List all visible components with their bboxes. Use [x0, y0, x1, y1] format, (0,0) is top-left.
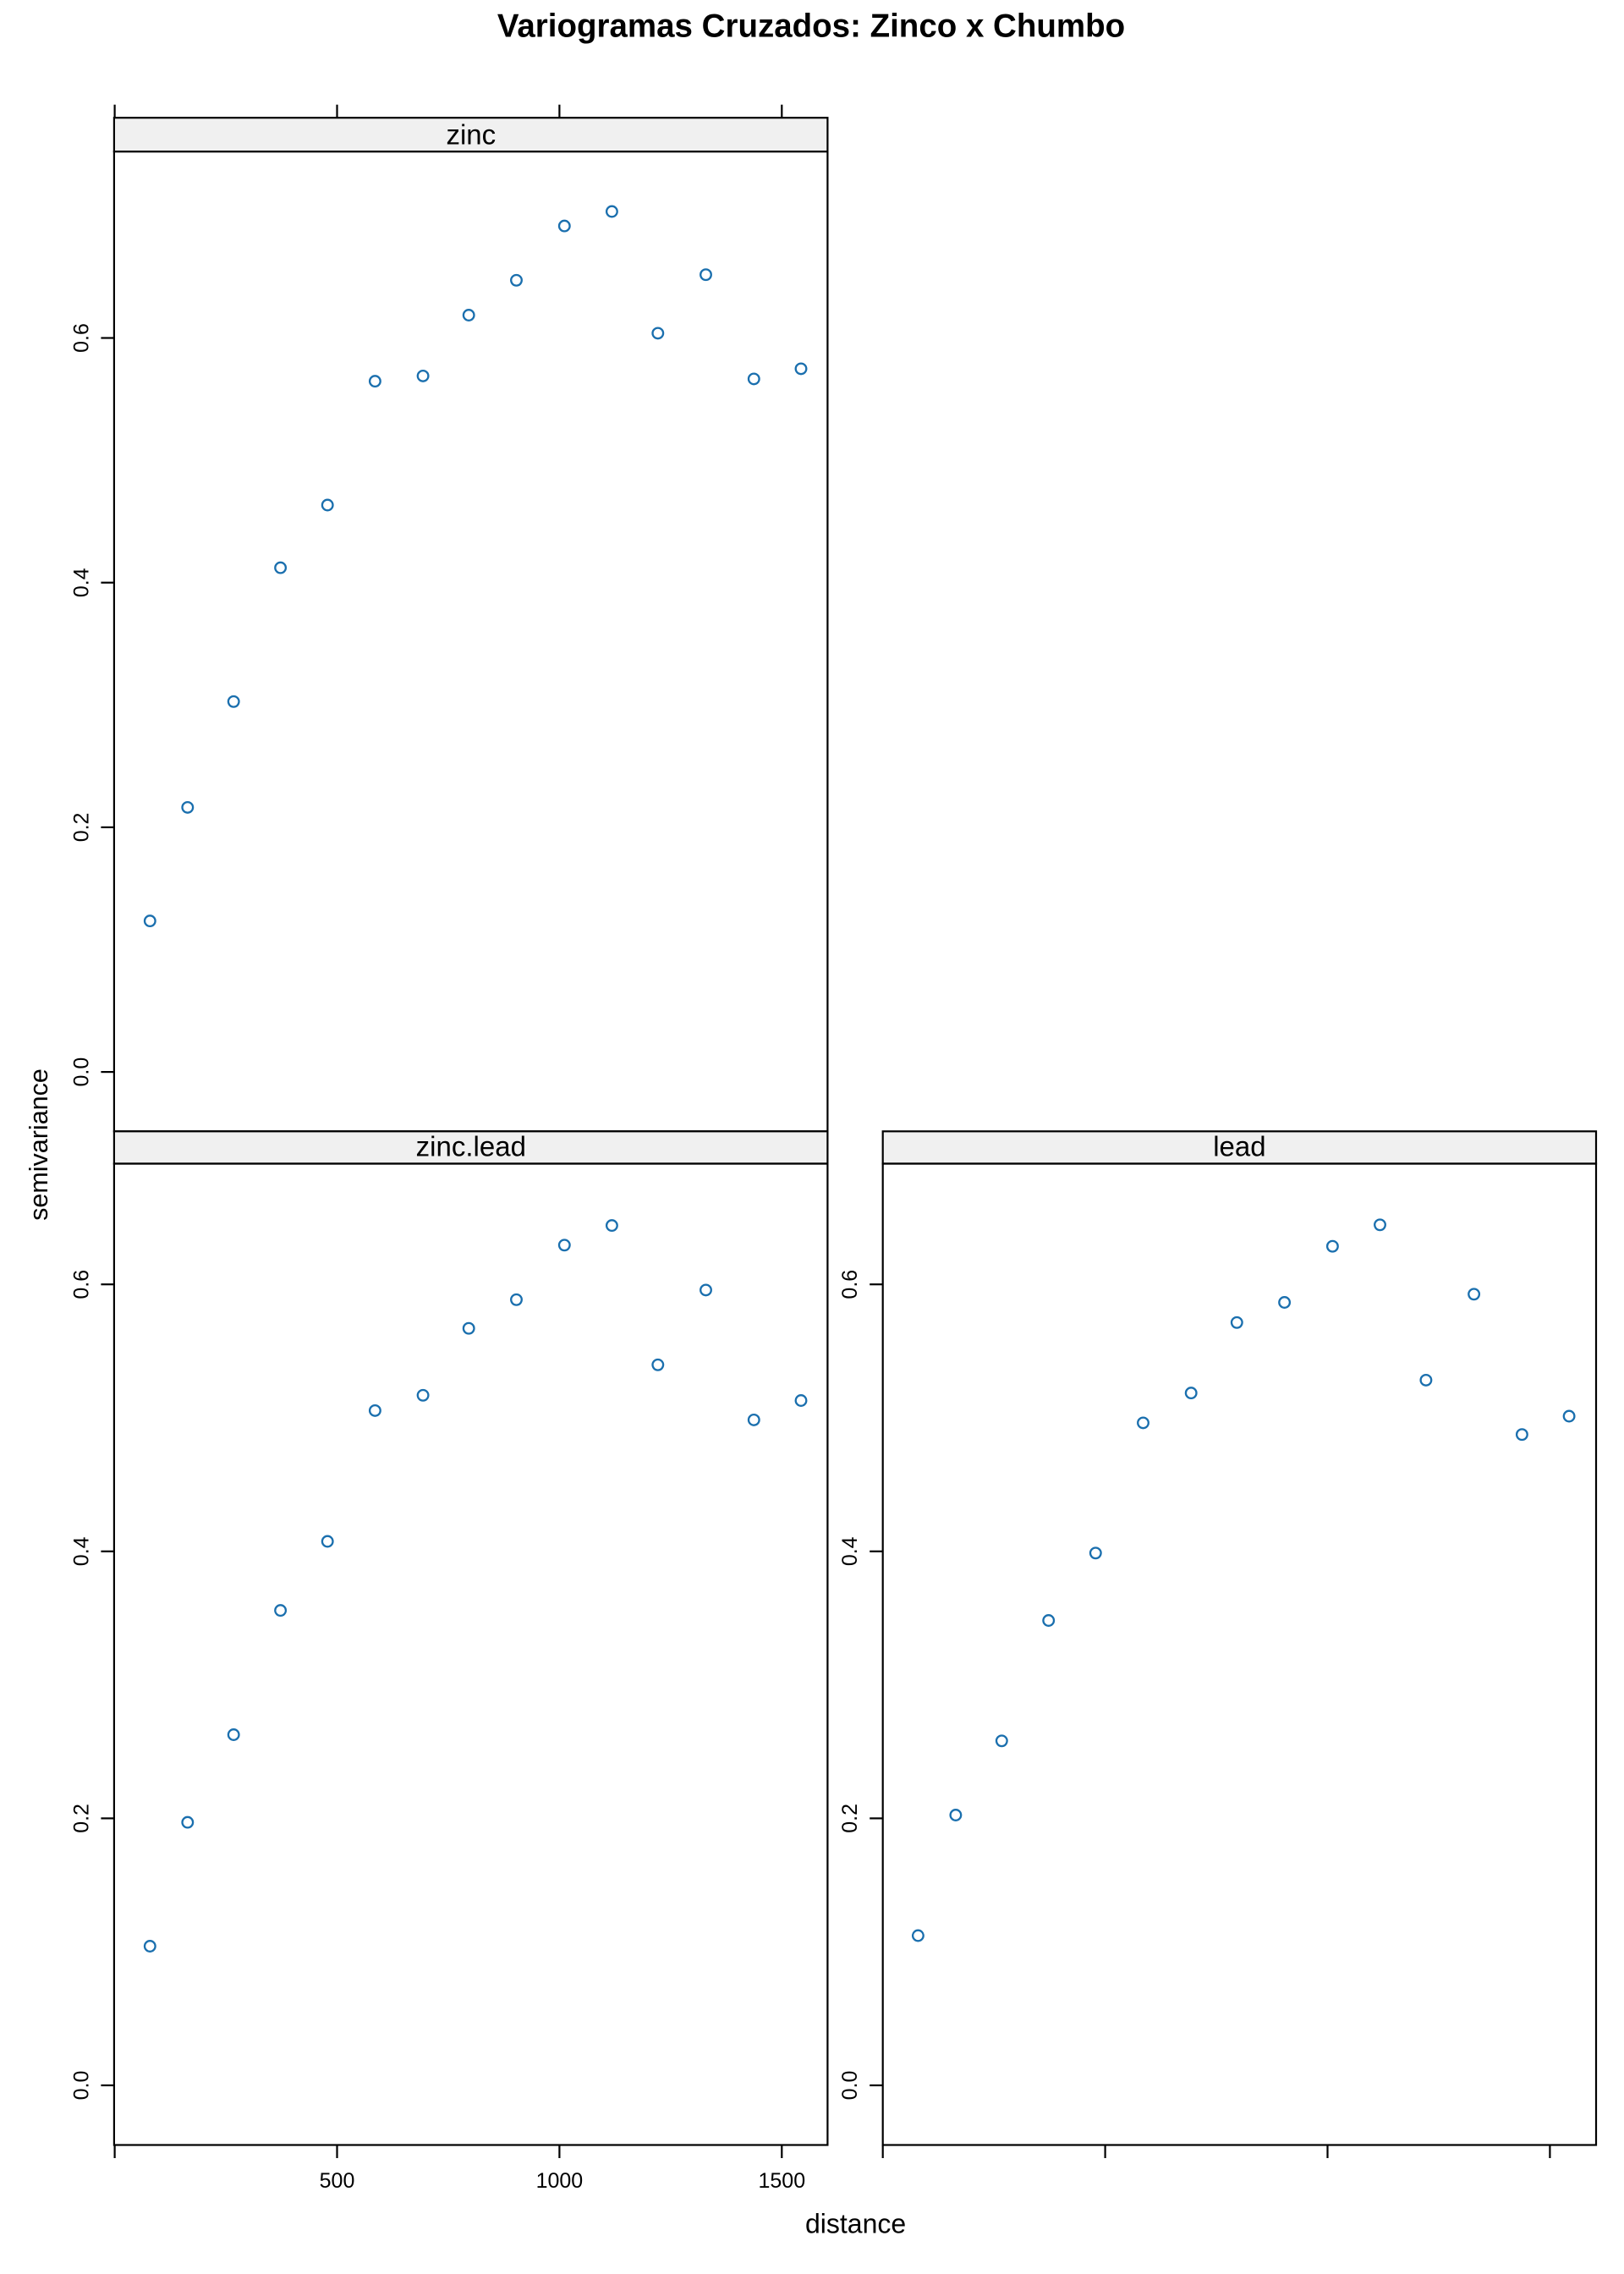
- svg-text:1000: 1000: [536, 2169, 584, 2193]
- svg-text:0.0: 0.0: [69, 2071, 93, 2101]
- svg-text:0.2: 0.2: [69, 813, 93, 843]
- svg-text:0.0: 0.0: [838, 2071, 862, 2101]
- svg-text:semivariance: semivariance: [25, 1068, 53, 1221]
- svg-text:lead: lead: [1213, 1131, 1265, 1162]
- svg-text:0.4: 0.4: [838, 1536, 862, 1566]
- svg-text:0.0: 0.0: [69, 1057, 93, 1087]
- svg-text:1500: 1500: [758, 2169, 805, 2193]
- svg-text:0.2: 0.2: [69, 1804, 93, 1833]
- svg-text:0.4: 0.4: [69, 1536, 93, 1566]
- svg-text:500: 500: [320, 2169, 355, 2193]
- svg-text:0.6: 0.6: [69, 323, 93, 353]
- svg-text:0.4: 0.4: [69, 568, 93, 597]
- svg-text:0.6: 0.6: [838, 1270, 862, 1299]
- svg-text:0.6: 0.6: [69, 1270, 93, 1299]
- svg-text:zinc.lead: zinc.lead: [416, 1131, 526, 1162]
- svg-text:zinc: zinc: [446, 118, 496, 150]
- svg-text:Variogramas Cruzados: Zinco x: Variogramas Cruzados: Zinco x Chumbo: [497, 8, 1125, 45]
- svg-text:0.2: 0.2: [838, 1804, 862, 1833]
- svg-text:distance: distance: [805, 2209, 906, 2239]
